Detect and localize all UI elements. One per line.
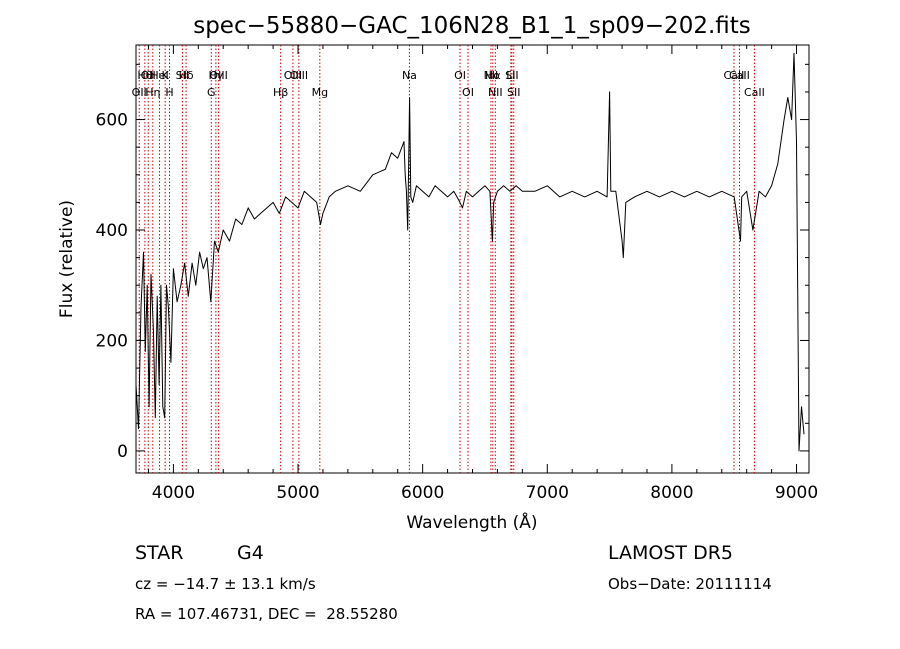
observation-date: Obs−Date: 20111114 [608, 575, 772, 593]
x-tick-label: 4000 [152, 483, 195, 503]
line-label: H [165, 86, 173, 99]
y-tick-label: 200 [96, 331, 128, 351]
y-tick-label: 0 [117, 442, 128, 462]
line-label: Mg [312, 86, 328, 99]
y-tick-label: 600 [96, 111, 128, 131]
plot-frame [135, 44, 810, 474]
line-label: SII [176, 69, 189, 82]
line-label: Hθ [137, 69, 152, 82]
spectrum-line [135, 52, 805, 452]
line-label: Hη [145, 86, 160, 99]
object-class: STAR [135, 542, 184, 564]
line-label: Hβ [273, 86, 288, 99]
y-axis-label: Flux (relative) [57, 200, 77, 318]
spectrum-series [135, 52, 805, 452]
x-tick-label: 8000 [650, 483, 693, 503]
line-label: NII [488, 86, 503, 99]
x-axis: 4000 5000 6000 7000 8000 9000 [147, 45, 818, 503]
line-label: G [207, 86, 216, 99]
y-tick-label: 400 [96, 221, 128, 241]
line-label: CaII [724, 69, 745, 82]
line-label: OI [462, 86, 474, 99]
line-label: OIII [290, 69, 308, 82]
emission-line-markers [138, 45, 755, 473]
y-axis: 0 200 400 600 [96, 63, 809, 462]
survey-name: LAMOST DR5 [608, 542, 733, 564]
line-label: Hδ [179, 69, 194, 82]
line-label: Li [506, 69, 515, 82]
line-label: Hα [485, 69, 501, 82]
radial-velocity: cz = −14.7 ± 13.1 km/s [135, 575, 316, 593]
line-label: K [162, 69, 170, 82]
line-label: Na [402, 69, 417, 82]
x-tick-label: 7000 [526, 483, 569, 503]
line-label: CaII [744, 86, 765, 99]
line-label: SII [505, 69, 518, 82]
x-axis-label: Wavelength (Å) [406, 511, 537, 533]
chart-title: spec−55880−GAC_106N28_B1_1_sp09−202.fits [193, 13, 751, 39]
x-tick-label: 5000 [276, 483, 319, 503]
line-label: HeI [150, 69, 168, 82]
object-subclass: G4 [237, 542, 264, 564]
x-tick-label: 6000 [401, 483, 444, 503]
line-label: OI [454, 69, 466, 82]
line-label: NII [484, 69, 499, 82]
line-label: SII [507, 86, 520, 99]
line-label: OIII [209, 69, 227, 82]
line-label: Hγ [208, 69, 223, 82]
line-label: OIII [284, 69, 302, 82]
line-label: OII [141, 69, 156, 82]
line-label: CaII [729, 69, 750, 82]
x-tick-label: 9000 [775, 483, 818, 503]
line-label: OII [132, 86, 147, 99]
emission-line-labels: OIIHθOIIHηHeIKHSIIHδGHγOIIIHβOIIIOIIIMgN… [132, 69, 765, 99]
sky-coordinates: RA = 107.46731, DEC = 28.55280 [135, 605, 398, 623]
